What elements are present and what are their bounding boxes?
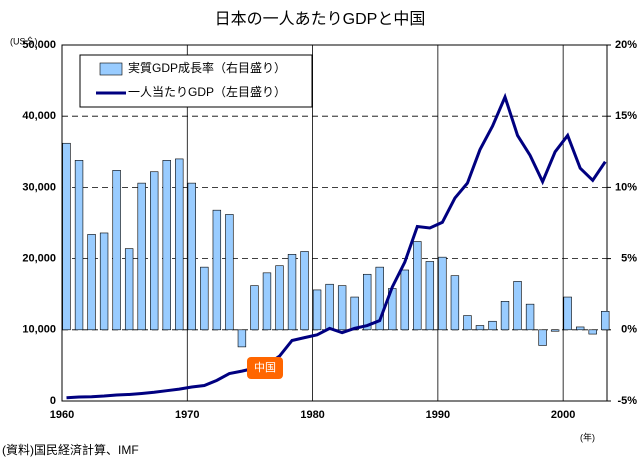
- x-tick-label: 1970: [175, 409, 199, 421]
- x-tick-label: 1990: [426, 409, 450, 421]
- bar: [62, 142, 71, 331]
- bar: [588, 329, 597, 335]
- bar: [337, 285, 347, 331]
- bar: [112, 170, 121, 331]
- bar: [375, 266, 384, 331]
- bar: [262, 272, 272, 331]
- bar: [287, 254, 297, 331]
- y-tick-label: 10,000: [22, 324, 56, 336]
- bar: [250, 285, 259, 331]
- bar: [550, 329, 560, 332]
- bar: [212, 209, 222, 331]
- bar: [576, 326, 585, 331]
- y-tick-label: 50,000: [22, 39, 56, 51]
- bar: [450, 275, 460, 331]
- bar: [563, 296, 572, 331]
- bar: [425, 261, 435, 331]
- bar: [187, 182, 196, 331]
- annotation: 中国: [254, 361, 276, 374]
- bar: [225, 214, 234, 331]
- bar: [87, 234, 96, 331]
- bar: [363, 273, 372, 331]
- y-tick-label: 20,000: [22, 253, 56, 265]
- y2-tick-label: 5%: [621, 253, 637, 265]
- y2-tick-label: 10%: [615, 181, 637, 193]
- bar: [124, 248, 134, 331]
- bar: [312, 289, 322, 331]
- annotation-box: [247, 357, 283, 379]
- bar: [413, 241, 422, 331]
- bar: [525, 303, 535, 331]
- y-tick-label: 40,000: [22, 110, 56, 122]
- source-note: (資料)国民経済計算、IMF: [2, 442, 139, 457]
- y2-tick-label: -5%: [617, 395, 637, 407]
- bar: [175, 158, 184, 331]
- bar: [475, 325, 485, 331]
- bar: [513, 281, 522, 331]
- bar: [438, 256, 447, 331]
- legend-label: 一人当たりGDP（左目盛り）: [128, 84, 286, 99]
- bar: [300, 251, 309, 331]
- x-tick-label: 1980: [300, 409, 324, 421]
- y2-tick-label: 15%: [615, 110, 637, 122]
- legend-swatch: [99, 62, 123, 76]
- bar: [275, 265, 284, 331]
- y-tick-label: 30,000: [22, 181, 56, 193]
- bar: [400, 269, 409, 331]
- bar: [74, 160, 84, 331]
- bar: [237, 329, 247, 348]
- bar: [538, 329, 547, 346]
- bar: [162, 160, 171, 331]
- bar: [488, 320, 497, 331]
- bar: [500, 301, 510, 331]
- y2-tick-label: 0%: [621, 324, 637, 336]
- y-tick-label: 0: [50, 395, 56, 407]
- y-unit: (US＄): [10, 36, 38, 46]
- x-tick-label: 2000: [551, 409, 575, 421]
- bar: [99, 232, 109, 331]
- x-unit: (年): [580, 431, 595, 442]
- y2-tick-label: 20%: [615, 39, 637, 51]
- bar: [200, 266, 209, 331]
- legend-label: 実質GDP成長率（右目盛り）: [128, 60, 286, 75]
- bar: [350, 296, 359, 331]
- line: [66, 92, 607, 400]
- bar: [601, 310, 610, 331]
- chart-title: 日本の一人あたりGDPと中国: [215, 10, 426, 28]
- bar: [463, 315, 472, 331]
- x-tick-label: 1960: [50, 409, 74, 421]
- bar: [137, 182, 146, 331]
- bar: [325, 283, 334, 331]
- bar: [150, 171, 159, 331]
